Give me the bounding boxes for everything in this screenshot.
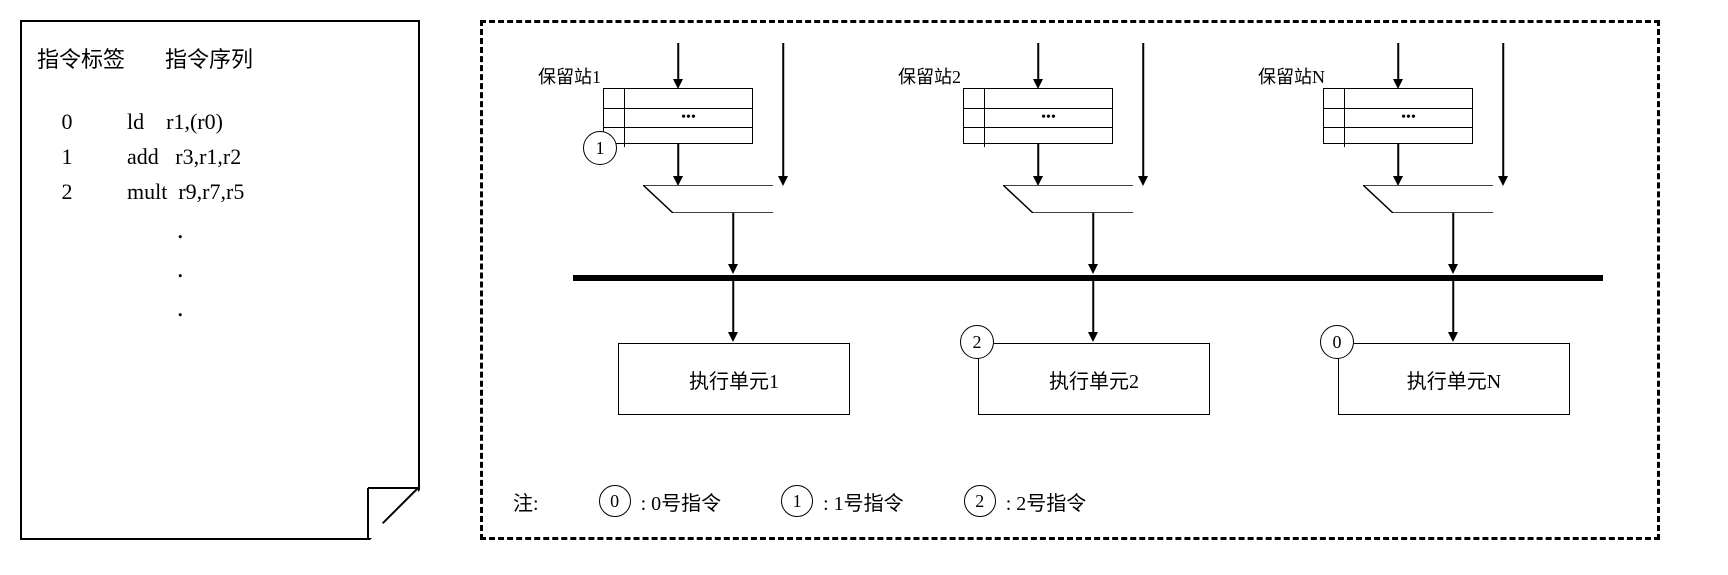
mux-n: [1363, 185, 1493, 213]
arrow-line: [677, 144, 679, 180]
code-tag: 1: [37, 139, 97, 174]
arrow-line: [1452, 213, 1454, 268]
arrow-head: [728, 264, 738, 274]
arrow-head: [1448, 332, 1458, 342]
legend-prefix: 注:: [513, 487, 539, 516]
arrow-head: [1498, 176, 1508, 186]
page-fold: [370, 490, 420, 540]
arrow-line: [1142, 43, 1144, 180]
arrow-line: [1397, 144, 1399, 180]
station2-label: 保留站2: [898, 63, 961, 89]
arrow-head: [1138, 176, 1148, 186]
arrow-head: [728, 332, 738, 342]
arrow-head: [1088, 264, 1098, 274]
common-data-bus: [573, 275, 1603, 281]
execution-unit-n: 执行单元N: [1338, 343, 1570, 415]
left-header: 指令标签 指令序列: [37, 42, 403, 74]
arrow-line: [732, 213, 734, 268]
legend-circle: 0: [599, 485, 631, 517]
arrow-line: [1037, 144, 1039, 180]
legend-text: : 2号指令: [1006, 487, 1087, 516]
instr-circle-0: 0: [1320, 325, 1354, 359]
mux-1: [643, 185, 773, 213]
execution-unit-2: 执行单元2: [978, 343, 1210, 415]
arrow-line: [1502, 43, 1504, 180]
arrow-head: [1088, 332, 1098, 342]
arrow-line: [1092, 281, 1094, 336]
reservation-station-2: •••: [963, 88, 1113, 144]
pipeline-diagram: 保留站1 ••• 1 保留站2 •••: [480, 20, 1660, 540]
arrow-line: [732, 281, 734, 336]
code-tag: 0: [37, 104, 97, 139]
station1-label: 保留站1: [538, 63, 601, 89]
code-instr: mult r9,r7,r5: [127, 174, 387, 209]
arrow-line: [677, 43, 679, 83]
arrow-head: [1448, 264, 1458, 274]
instr-circle-2: 2: [960, 325, 994, 359]
legend: 注: 0 : 0号指令 1 : 1号指令 2 : 2号指令: [513, 485, 1627, 517]
reservation-station-n: •••: [1323, 88, 1473, 144]
arrow-line: [782, 43, 784, 180]
legend-text: : 0号指令: [641, 487, 722, 516]
header-tag: 指令标签: [37, 42, 125, 74]
legend-circle: 1: [781, 485, 813, 517]
legend-circle: 2: [964, 485, 996, 517]
arrow-line: [1037, 43, 1039, 83]
code-tag: 2: [37, 174, 97, 209]
code-instr: add r3,r1,r2: [127, 139, 387, 174]
code-instr: ld r1,(r0): [127, 104, 387, 139]
execution-unit-1: 执行单元1: [618, 343, 850, 415]
arrow-head: [778, 176, 788, 186]
instr-circle-1: 1: [583, 131, 617, 165]
code-row: 1 add r3,r1,r2: [37, 139, 403, 174]
code-row: 2 mult r9,r7,r5: [37, 174, 403, 209]
stationN-label: 保留站N: [1258, 63, 1325, 89]
reservation-station-1: •••: [603, 88, 753, 144]
header-seq: 指令序列: [165, 42, 253, 74]
arrow-line: [1397, 43, 1399, 83]
arrow-line: [1452, 281, 1454, 336]
instruction-panel: 指令标签 指令序列 0 ld r1,(r0) 1 add r3,r1,r2 2 …: [20, 20, 420, 540]
code-row: 0 ld r1,(r0): [37, 104, 403, 139]
arrow-line: [1092, 213, 1094, 268]
legend-text: : 1号指令: [823, 487, 904, 516]
mux-2: [1003, 185, 1133, 213]
ellipsis: . . .: [177, 210, 403, 327]
